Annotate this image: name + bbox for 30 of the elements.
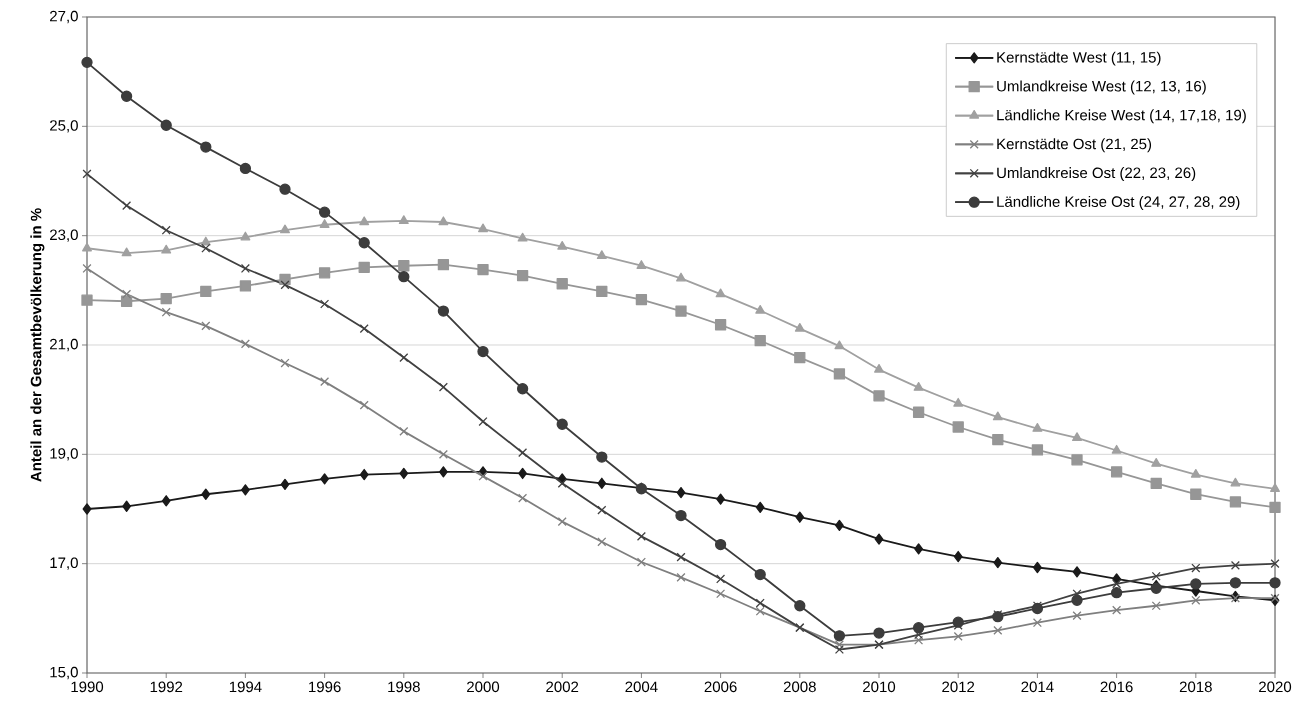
legend-label: Umlandkreise Ost (22, 23, 26) (997, 167, 1196, 182)
y-tick-label: 17,0 (50, 557, 78, 570)
x-tick-label: 1990 (71, 681, 104, 693)
x-tick-label: 2020 (1259, 681, 1292, 693)
legend-label: Kernstädte Ost (21, 25) (997, 138, 1152, 153)
x-tick-label: 1998 (388, 681, 420, 693)
y-tick-label: 15,0 (50, 666, 78, 680)
x-tick-label: 2002 (546, 681, 579, 693)
legend-label: Ländliche Kreise Ost (24, 27, 28, 29) (997, 195, 1240, 210)
x-tick-label: 1994 (229, 681, 262, 693)
x-tick-label: 2012 (942, 681, 975, 693)
y-tick-label: 25,0 (50, 120, 78, 133)
x-tick-label: 2006 (704, 681, 737, 693)
legend-label: Umlandkreise West (12, 13, 16) (997, 80, 1206, 95)
x-tick-label: 2008 (783, 681, 816, 693)
y-tick-label: 19,0 (50, 448, 78, 461)
y-tick-label: 23,0 (50, 229, 78, 242)
y-tick-label: 27,0 (50, 10, 78, 24)
x-tick-label: 2004 (625, 681, 658, 693)
x-tick-label: 2010 (863, 681, 896, 693)
legend-label: Ländliche Kreise West (14, 17,18, 19) (997, 109, 1246, 124)
x-tick-label: 1992 (150, 681, 183, 693)
x-tick-label: 1996 (309, 681, 341, 693)
y-tick-label: 21,0 (50, 338, 78, 352)
legend-label: Kernstädte West (11, 15) (997, 51, 1161, 66)
x-tick-label: 2014 (1021, 681, 1054, 693)
x-tick-label: 2018 (1179, 681, 1212, 693)
y-axis-title: Anteil an der Gesamtbevölkerung in % (30, 208, 45, 482)
x-tick-label: 2000 (467, 681, 500, 693)
x-tick-label: 2016 (1100, 681, 1133, 693)
